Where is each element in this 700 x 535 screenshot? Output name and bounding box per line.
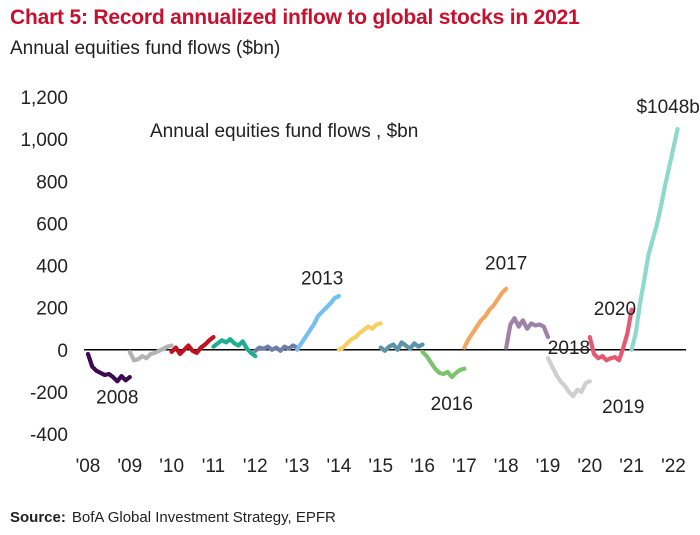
x-tick-label: '14 (327, 456, 352, 477)
year-annotation: 2016 (431, 394, 473, 415)
series-line (211, 337, 258, 359)
x-tick-label: '20 (577, 456, 602, 477)
series-layer (85, 126, 680, 399)
year-annotation: 2019 (602, 397, 644, 418)
x-tick-label: '10 (159, 456, 184, 477)
series-line (295, 293, 341, 352)
y-axis: 1,200 1,000 800 600 400 200 0 -200 -400 (20, 88, 68, 446)
chart-plot: 1,200 1,000 800 600 400 200 0 -200 -400 '08 '09 '1… (20, 88, 700, 477)
annotation-layer: 2008 2013 2016 2017 2018 2019 2020 $1048bn (96, 97, 700, 418)
year-annotation: 2013 (301, 268, 343, 289)
x-tick-label: '11 (202, 456, 225, 477)
series-line (504, 316, 551, 350)
source-text: BofA Global Investment Strategy, EPFR (71, 509, 336, 526)
y-tick-label: 600 (36, 214, 68, 235)
chart-title: Chart 5: Record annualized inflow to glo… (10, 6, 580, 29)
x-tick-label: '15 (368, 456, 393, 477)
series-line (420, 349, 467, 380)
series-line (545, 356, 592, 399)
y-tick-label: 0 (57, 341, 68, 362)
x-tick-label: '08 (76, 456, 101, 477)
y-tick-label: -400 (30, 425, 68, 446)
series-line (462, 286, 509, 350)
series-line (378, 340, 425, 353)
x-axis: '08 '09 '10 '11 '12 '13 '14 '15 '16 '17 '18 '19 '20 '… (76, 456, 686, 477)
x-tick-label: '09 (117, 456, 142, 477)
x-tick-label: '22 (661, 456, 686, 477)
y-tick-label: 1,000 (20, 130, 68, 151)
year-annotation: 2018 (548, 338, 590, 359)
year-annotation: 2017 (485, 254, 527, 275)
series-line (85, 351, 132, 384)
year-annotation: 2008 (96, 387, 138, 408)
year-annotation: 2020 (594, 299, 636, 320)
source-label: Source: (10, 509, 66, 526)
x-tick-label: '18 (494, 456, 519, 477)
x-tick-label: '21 (619, 456, 644, 477)
x-tick-label: '16 (410, 456, 435, 477)
inner-chart-title: Annual equities fund flows , $bn (150, 121, 418, 142)
series-line (253, 343, 300, 353)
y-tick-label: -200 (30, 383, 68, 404)
chart-subtitle: Annual equities fund flows ($bn) (10, 38, 281, 59)
series-line (629, 126, 680, 352)
x-tick-label: '19 (536, 456, 561, 477)
y-tick-label: 800 (36, 172, 68, 193)
series-line (587, 307, 634, 363)
year-annotation: $1048bn (636, 97, 700, 118)
y-tick-label: 400 (36, 257, 68, 278)
x-tick-label: '13 (285, 456, 310, 477)
chart-source: Source: BofA Global Investment Strategy, … (10, 509, 336, 526)
series-line (169, 335, 216, 357)
series-line (127, 343, 174, 363)
y-tick-label: 200 (36, 299, 68, 320)
series-line (336, 321, 383, 352)
x-tick-label: '12 (243, 456, 268, 477)
x-tick-label: '17 (452, 456, 477, 477)
y-tick-label: 1,200 (20, 88, 68, 109)
